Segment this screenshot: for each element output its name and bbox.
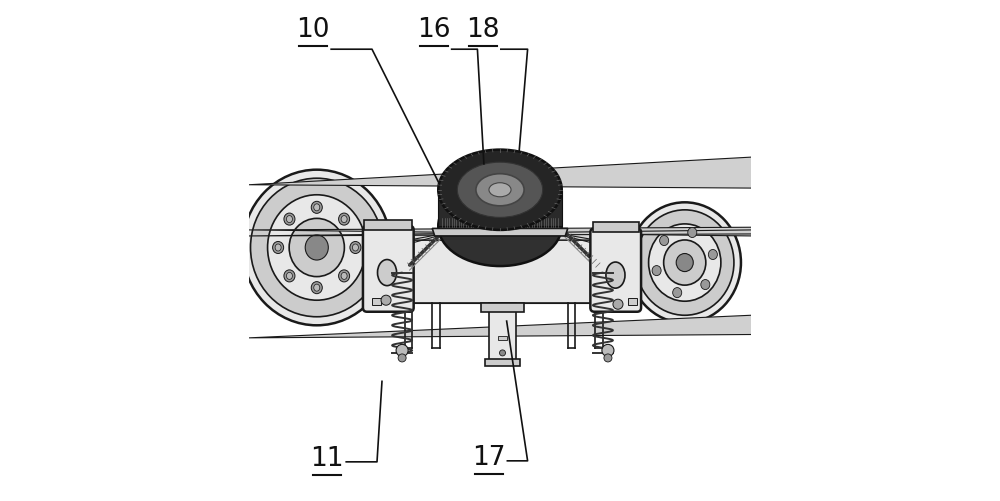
Ellipse shape <box>489 183 511 197</box>
Polygon shape <box>249 158 1000 195</box>
Ellipse shape <box>286 273 292 280</box>
Text: 17: 17 <box>472 444 506 470</box>
Text: 11: 11 <box>310 445 344 471</box>
Polygon shape <box>432 229 568 236</box>
Polygon shape <box>249 306 1000 338</box>
Ellipse shape <box>649 224 721 302</box>
Ellipse shape <box>314 285 320 292</box>
Polygon shape <box>438 190 562 226</box>
Ellipse shape <box>352 244 358 252</box>
Ellipse shape <box>378 260 397 286</box>
Polygon shape <box>385 240 620 303</box>
Ellipse shape <box>676 254 693 272</box>
Ellipse shape <box>350 242 361 254</box>
Ellipse shape <box>708 250 717 260</box>
Ellipse shape <box>341 273 347 280</box>
Ellipse shape <box>284 271 295 283</box>
Ellipse shape <box>606 263 625 289</box>
Bar <box>372 299 381 306</box>
Ellipse shape <box>305 235 328 261</box>
Ellipse shape <box>275 244 281 252</box>
Polygon shape <box>385 230 620 240</box>
FancyBboxPatch shape <box>590 229 641 312</box>
Ellipse shape <box>652 266 661 276</box>
Circle shape <box>381 296 391 306</box>
Ellipse shape <box>341 216 347 223</box>
Bar <box>489 303 516 361</box>
Ellipse shape <box>289 219 344 277</box>
Polygon shape <box>249 222 1000 236</box>
Ellipse shape <box>438 186 562 267</box>
Ellipse shape <box>273 242 284 254</box>
Bar <box>498 337 507 341</box>
Ellipse shape <box>457 163 543 218</box>
Circle shape <box>604 354 612 362</box>
Polygon shape <box>249 222 1000 236</box>
Ellipse shape <box>268 195 366 301</box>
Ellipse shape <box>629 203 741 323</box>
Ellipse shape <box>251 179 383 317</box>
Ellipse shape <box>688 228 697 238</box>
Ellipse shape <box>284 213 295 225</box>
Ellipse shape <box>339 271 350 283</box>
Text: 18: 18 <box>466 17 500 43</box>
Bar <box>481 303 524 312</box>
Ellipse shape <box>339 213 350 225</box>
Ellipse shape <box>286 216 292 223</box>
Ellipse shape <box>311 282 322 294</box>
Text: 10: 10 <box>297 17 330 43</box>
Circle shape <box>398 354 406 362</box>
Bar <box>485 360 520 367</box>
Circle shape <box>499 350 506 356</box>
Ellipse shape <box>314 204 320 211</box>
Circle shape <box>613 300 623 310</box>
Bar <box>628 299 637 306</box>
Circle shape <box>396 345 408 357</box>
Ellipse shape <box>242 170 391 326</box>
Ellipse shape <box>660 236 669 246</box>
Ellipse shape <box>673 288 682 298</box>
FancyBboxPatch shape <box>363 226 414 312</box>
Polygon shape <box>364 220 412 230</box>
Ellipse shape <box>311 202 322 214</box>
Ellipse shape <box>664 240 706 286</box>
Ellipse shape <box>636 210 734 316</box>
Polygon shape <box>593 223 639 233</box>
Circle shape <box>602 345 614 357</box>
Ellipse shape <box>476 174 524 206</box>
Ellipse shape <box>701 280 710 290</box>
Text: 16: 16 <box>417 17 450 43</box>
Ellipse shape <box>438 150 562 230</box>
